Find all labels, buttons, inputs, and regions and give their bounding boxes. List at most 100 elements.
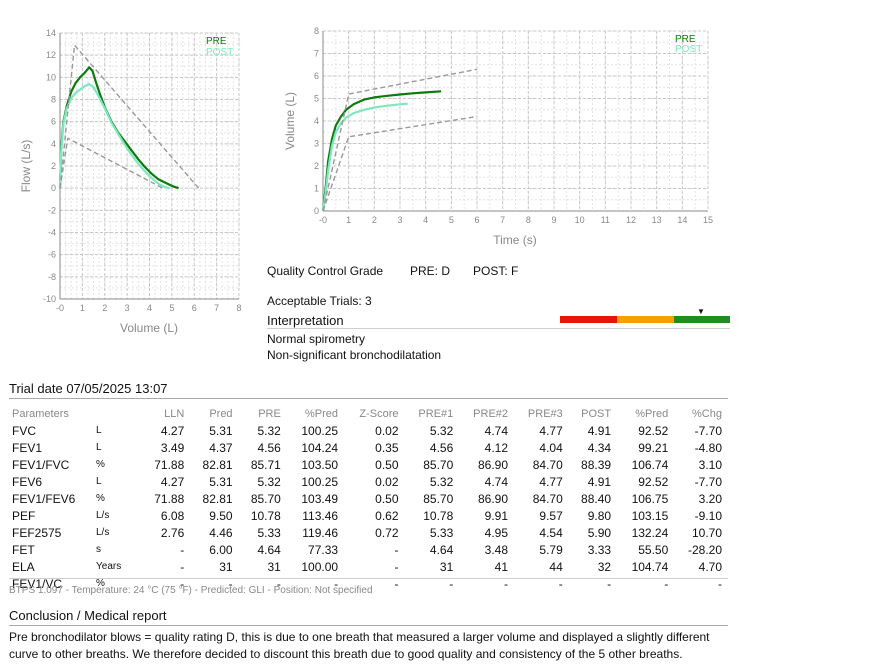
cell-unit: s	[96, 544, 101, 555]
header-pct-pred: %Pred	[305, 407, 339, 420]
x-tick-label: 11	[601, 215, 610, 225]
cell-pre-1: 4.56	[429, 440, 454, 455]
cell-pct-chg: -7.70	[694, 423, 722, 438]
y-tick-label: 7	[314, 49, 319, 59]
trial-date: Trial date 07/05/2025 13:07	[9, 381, 168, 396]
y-tick-label: -2	[48, 205, 56, 215]
flow-volume-legend-post: POST	[206, 47, 233, 58]
volume-time-legend-post: POST	[675, 44, 702, 55]
scale-segment-orange	[617, 316, 674, 323]
cell-pre-3: 4.04	[539, 440, 563, 455]
x-tick-label: 5	[449, 215, 454, 225]
header-pred: Pred	[209, 407, 233, 420]
cell-lln: 71.88	[154, 457, 185, 472]
x-tick-label: 14	[677, 215, 687, 225]
cell-pred: 31	[219, 559, 233, 574]
interpretation-title: Interpretation	[267, 313, 344, 328]
cell-post: 4.91	[587, 423, 612, 438]
cell-post: 9.80	[587, 508, 612, 523]
y-tick-label: 1	[314, 184, 319, 194]
cell-pct-pred: 104.24	[301, 440, 339, 455]
cell-post: 88.39	[581, 457, 612, 472]
y-tick-label: 6	[51, 117, 56, 127]
cell-pre: 10.78	[250, 508, 281, 523]
conclusion-divider	[9, 625, 728, 626]
y-tick-label: -6	[48, 250, 56, 260]
cell-pre-2: 3.48	[484, 542, 509, 557]
y-tick-label: -8	[48, 272, 56, 282]
cell-unit: %	[96, 493, 105, 504]
cell-pct-pred: 100.25	[301, 474, 339, 489]
cell-name: FEV1/FVC	[12, 457, 70, 472]
interpretation-scale	[560, 316, 730, 323]
y-tick-label: 3	[314, 139, 319, 149]
cell-z-score: 0.50	[375, 491, 399, 506]
cell-pre: 5.32	[257, 474, 281, 489]
cell-post-pct-pred: 92.52	[638, 474, 669, 489]
cell-unit: L	[96, 442, 102, 453]
cell-pct-pred: 77.33	[308, 542, 339, 557]
x-tick-label: 6	[474, 215, 479, 225]
cell-pre-1: 31	[439, 559, 454, 574]
cell-pre-1: 5.33	[429, 525, 454, 540]
table-row: FEF2575 L/s 2.76 4.46 5.33 119.46 0.72 5.33 4.95…	[9, 524, 725, 541]
cell-post: -	[607, 576, 612, 591]
cell-name: FET	[12, 542, 35, 557]
cell-post-pct-pred: 103.15	[631, 508, 669, 523]
cell-z-score: 0.02	[375, 474, 399, 489]
cell-pred: 5.31	[209, 423, 233, 438]
y-tick-label: -4	[48, 228, 56, 238]
x-tick-label: 8	[526, 215, 531, 225]
y-tick-label: 6	[314, 71, 319, 81]
cell-post-pct-pred: 106.75	[631, 491, 669, 506]
cell-pre-2: 4.12	[484, 440, 509, 455]
cell-post-pct-pred: 99.21	[638, 440, 669, 455]
cell-pre: 85.71	[250, 457, 281, 472]
cell-pre: 5.33	[257, 525, 281, 540]
cell-z-score: 0.02	[375, 423, 399, 438]
cell-pre-2: 86.90	[478, 491, 509, 506]
table-row: FEV1/FEV6% 71.88 82.81 85.70 103.49 0.50 85.70…	[9, 490, 725, 507]
trial-divider	[9, 398, 728, 399]
cell-lln: 4.27	[160, 423, 185, 438]
predicted-limit-line	[59, 137, 164, 189]
cell-pre-3: 4.77	[539, 423, 563, 438]
y-tick-label: 0	[51, 183, 56, 193]
y-tick-label: -10	[43, 294, 56, 304]
cell-pct-chg: -4.80	[694, 440, 722, 455]
cell-post: 3.33	[587, 542, 612, 557]
cell-lln: -	[180, 559, 185, 574]
quality-post-grade: POST: F	[473, 264, 519, 278]
cell-pre: 31	[267, 559, 281, 574]
y-tick-label: 4	[51, 139, 56, 149]
interpretation-divider	[267, 328, 730, 329]
cell-pct-pred: 100.00	[301, 559, 339, 574]
cell-pred: -	[228, 576, 233, 591]
cell-pre: 4.64	[257, 542, 281, 557]
cell-unit: L	[96, 425, 102, 436]
x-tick-label: 3	[125, 303, 130, 313]
cell-pre-2: 86.90	[478, 457, 509, 472]
cell-post-pct-pred: 104.74	[631, 559, 669, 574]
x-tick-label: 2	[102, 303, 107, 313]
table-body: FVC L 4.27 5.31 5.32 100.25 0.02 5.32 4.74 4.77 4.…	[9, 422, 725, 592]
table-row: FEV1/VC% - - - - - - - - - - -	[9, 575, 725, 592]
cell-name: FEV1/FEV6	[12, 491, 76, 506]
cell-pct-chg: 3.10	[698, 457, 722, 472]
cell-pred: 82.81	[202, 491, 233, 506]
table-row: FET s - 6.00 4.64 77.33 - 4.64 3.48 5.79 3.33 55.50…	[9, 541, 725, 558]
x-tick-label: 1	[346, 215, 351, 225]
cell-unit: %	[96, 578, 105, 589]
x-tick-label: -0	[319, 215, 327, 225]
cell-pre: -	[276, 576, 281, 591]
series-line-pre	[58, 66, 179, 190]
y-tick-label: 5	[314, 94, 319, 104]
acceptable-trials: Acceptable Trials: 3	[267, 294, 372, 308]
cell-name: ELA	[12, 559, 35, 574]
cell-pre-1: 4.64	[429, 542, 454, 557]
table-row: PEF L/s 6.08 9.50 10.78 113.46 0.62 10.78 9.91 9.…	[9, 507, 725, 524]
cell-pct-pred: 103.49	[301, 491, 339, 506]
cell-z-score: 0.72	[375, 525, 399, 540]
